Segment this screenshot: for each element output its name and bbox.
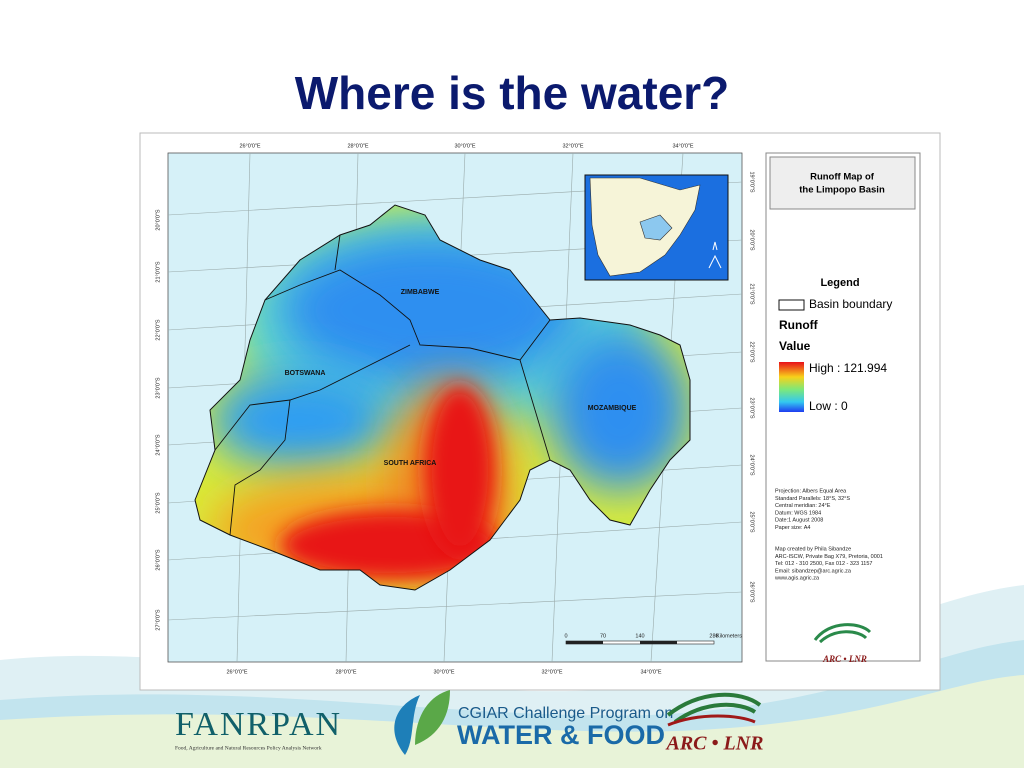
lon-label: 34°0'0"E: [640, 669, 661, 675]
lon-label: 28°0'0"E: [347, 143, 368, 149]
lon-label: 32°0'0"E: [541, 669, 562, 675]
legend-label: Runoff: [779, 318, 819, 332]
panel-logo-mark: [813, 623, 872, 644]
lon-label: 30°0'0"E: [454, 143, 475, 149]
lon-label: 28°0'0"E: [335, 669, 356, 675]
legend-label: Value: [779, 339, 811, 353]
map-credits: ARC-ISCW, Private Bag X79, Pretoria, 000…: [775, 554, 883, 560]
cgiar-text: CGIAR Challenge Program on: [458, 705, 673, 722]
lon-label: 32°0'0"E: [562, 143, 583, 149]
background-waves: [0, 585, 1024, 768]
legend-swatch: [778, 299, 805, 311]
lat-label: 19°0'0"S: [749, 171, 755, 192]
lat-label: 20°0'0"S: [749, 229, 755, 250]
inset-basin: [639, 214, 673, 241]
lat-label: 25°0'0"S: [749, 511, 755, 532]
map-metadata: Standard Parallels: 18°S, 32°S: [775, 496, 850, 502]
legend-label: Low : 0: [809, 399, 848, 413]
panel-title: Runoff Map of: [810, 172, 875, 183]
map-credits: Tel: 012 - 310 2500, Fax 012 - 323 1157: [775, 561, 872, 567]
lat-label: 24°0'0"S: [749, 454, 755, 475]
legend-label: High : 121.994: [809, 361, 887, 375]
lat-label: 26°0'0"S: [749, 581, 755, 602]
scale-label: 0: [564, 633, 567, 639]
scale-label: Kilometers: [716, 633, 742, 639]
panel-title: the Limpopo Basin: [799, 185, 885, 196]
lat-label: 23°0'0"S: [749, 397, 755, 418]
lat-label: 27°0'0"S: [155, 609, 161, 630]
scale-label: 70: [600, 633, 606, 639]
lat-label: 22°0'0"S: [749, 341, 755, 362]
country-label: ZIMBABWE: [401, 289, 440, 296]
country-label: SOUTH AFRICA: [384, 460, 437, 467]
panel-title-box: [769, 156, 916, 210]
arc-logo-mark: [667, 714, 756, 727]
country-borders: [214, 234, 551, 536]
country-label: MOZAMBIQUE: [588, 405, 637, 412]
lat-label: 22°0'0"S: [155, 319, 161, 340]
lat-label: 26°0'0"S: [155, 549, 161, 570]
arc-logo: ARC • LNR: [664, 733, 763, 755]
lon-label: 26°0'0"E: [239, 143, 260, 149]
legend-label: Basin boundary: [809, 297, 892, 311]
lon-label: 34°0'0"E: [672, 143, 693, 149]
map-metadata: Projection: Albers Equal Area: [775, 488, 847, 494]
lon-label: 26°0'0"E: [226, 669, 247, 675]
basin-outline: [194, 204, 691, 591]
map-metadata: Paper size: A4: [775, 525, 810, 531]
scale-label: 140: [635, 633, 644, 639]
fanrpan-subtitle: Food, Agriculture and Natural Resources …: [175, 745, 322, 751]
scale-bar: [565, 640, 715, 645]
arc-logo-mark: [666, 692, 762, 724]
lat-label: 21°0'0"S: [155, 261, 161, 282]
cgiar-logo-mark: [394, 690, 450, 755]
map-credits: Email: sibandzep@arc.agric.za: [775, 568, 852, 574]
map-credits: Map created by Phila Sibandze: [775, 546, 851, 552]
legend-title: Legend: [820, 277, 859, 289]
lat-label: 21°0'0"S: [749, 283, 755, 304]
panel-logo: ARC • LNR: [822, 654, 867, 664]
lat-label: 20°0'0"S: [155, 209, 161, 230]
country-label: BOTSWANA: [285, 370, 326, 377]
fanrpan-logo: FANRPAN: [175, 706, 342, 743]
color-ramp: [779, 362, 804, 412]
lat-label: 24°0'0"S: [155, 434, 161, 455]
lat-label: 25°0'0"S: [155, 492, 161, 513]
map-metadata: Datum: WGS 1984: [775, 510, 821, 516]
slide-title: Where is the water?: [295, 67, 730, 119]
map-metadata: Date:1 August 2008: [775, 518, 823, 524]
cgiar-text: WATER & FOOD: [457, 720, 665, 750]
map-credits: www.agis.agric.za: [774, 576, 820, 582]
map-metadata: Central meridian: 24°E: [775, 503, 831, 509]
north-arrow: [708, 241, 722, 269]
lon-label: 30°0'0"E: [433, 669, 454, 675]
scale-label: 280: [709, 633, 718, 639]
lat-label: 23°0'0"S: [155, 377, 161, 398]
